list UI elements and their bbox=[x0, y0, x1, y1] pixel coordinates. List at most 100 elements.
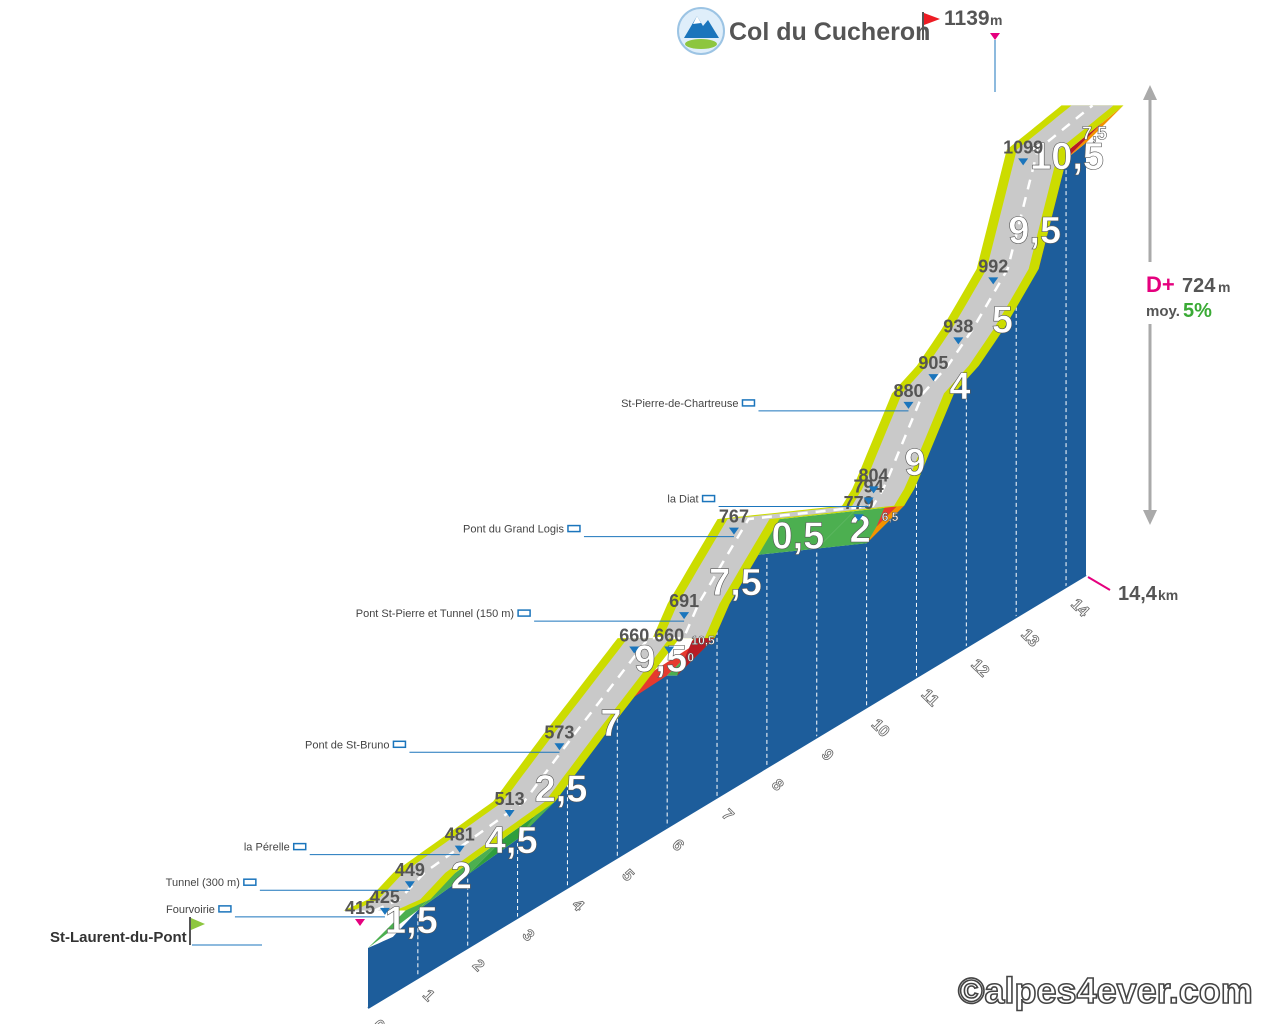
arrow-up-icon bbox=[1143, 85, 1157, 100]
church-icon bbox=[741, 399, 756, 407]
altitude-label: 573 bbox=[544, 722, 574, 742]
gradient-label: 4,5 bbox=[485, 820, 538, 862]
gradient-label: 7 bbox=[600, 703, 621, 745]
gradient-segment bbox=[1066, 105, 1124, 160]
altitude-marker-icon bbox=[728, 527, 739, 535]
gradient-label: 2 bbox=[850, 509, 871, 551]
avg-value: 5% bbox=[1183, 300, 1212, 322]
altitude-label: 481 bbox=[445, 825, 475, 845]
gradient-label: 9,5 bbox=[1008, 210, 1061, 252]
km-tick-label: 13 bbox=[1017, 626, 1042, 651]
altitude-label: 905 bbox=[918, 353, 948, 373]
mountain-logo-icon bbox=[677, 7, 725, 55]
place-label: Tunnel (300 m) bbox=[166, 877, 240, 889]
km-tick-label: 14 bbox=[1067, 596, 1092, 621]
arrow-down-icon bbox=[1143, 510, 1157, 525]
finish-flag-icon bbox=[922, 12, 940, 40]
altitude-marker-icon bbox=[404, 881, 415, 889]
km-tick-label: 7 bbox=[718, 806, 736, 824]
place-label: St-Pierre-de-Chartreuse bbox=[621, 398, 738, 410]
altitude-label: 425 bbox=[370, 887, 400, 907]
altitude-label: 691 bbox=[669, 591, 699, 611]
altitude-label: 1099 bbox=[1003, 137, 1043, 157]
altitude-label: 660 bbox=[619, 626, 649, 646]
gradient-labels: 1,524,52,579,5 010,57,50,5 2 6,59459,510,57… bbox=[385, 123, 1108, 942]
gradient-label: 7,5 bbox=[1082, 123, 1107, 143]
place-label: Pont de St-Bruno bbox=[305, 739, 389, 751]
summary-background bbox=[1140, 262, 1235, 324]
altitude-marker-icon bbox=[903, 401, 914, 409]
altitude-marker-icon bbox=[853, 514, 864, 522]
km-axis-line bbox=[367, 574, 1087, 1009]
gradient-label: 7,5 bbox=[709, 562, 762, 604]
distance-marker-line bbox=[1087, 576, 1111, 591]
km-tick-label: 6 bbox=[668, 836, 686, 854]
summit-name: Col du Cucheron bbox=[729, 18, 930, 46]
gradient-label: 5 bbox=[992, 299, 1013, 341]
km-tick-label: 2 bbox=[469, 957, 487, 975]
summit-altitude-unit: m bbox=[990, 12, 1002, 28]
altitude-label: 992 bbox=[978, 256, 1008, 276]
gain-value: 724 bbox=[1182, 275, 1216, 297]
profile-wall bbox=[368, 142, 1086, 1008]
altitude-marker-icon bbox=[863, 497, 874, 505]
tunnel-icon bbox=[243, 878, 257, 886]
gradient-label: 2,5 bbox=[535, 769, 588, 811]
place-label: Pont du Grand Logis bbox=[463, 524, 564, 536]
wall-area bbox=[368, 142, 1086, 1008]
altitude-marker-icon bbox=[379, 907, 390, 915]
altitude-label: 767 bbox=[719, 507, 749, 527]
km-tick-label: 3 bbox=[519, 927, 537, 945]
gradient-label: 4 bbox=[949, 366, 970, 408]
gradient-label: 9,5 bbox=[634, 639, 687, 681]
altitude-label: 449 bbox=[395, 860, 425, 880]
km-tick-label: 5 bbox=[618, 867, 636, 885]
km-tick-label: 9 bbox=[818, 746, 836, 764]
gradient-label: 2 bbox=[451, 855, 472, 897]
start-name: St-Laurent-du-Pont bbox=[50, 929, 187, 946]
village-icon bbox=[218, 905, 232, 913]
altitude-marker-icon bbox=[504, 810, 515, 818]
place-label: la Diat bbox=[667, 494, 698, 506]
village-icon bbox=[701, 494, 716, 503]
altitude-label: 794 bbox=[854, 477, 884, 497]
road-ribbon bbox=[343, 104, 1124, 912]
km-tick-label: 10 bbox=[868, 716, 893, 741]
start-flag-icon bbox=[189, 917, 205, 945]
village-icon bbox=[292, 842, 307, 851]
km-dashed-lines bbox=[417, 163, 1067, 978]
km-tick-label: 12 bbox=[967, 656, 992, 681]
gradient-segment bbox=[741, 511, 855, 557]
distance-summary: 14,4 km bbox=[1087, 576, 1178, 605]
altitude-label: 415 bbox=[345, 898, 375, 918]
gradient-segment bbox=[417, 837, 506, 911]
gradient-label: 10,5 bbox=[1030, 136, 1104, 178]
km-tick-label: 1 bbox=[419, 987, 437, 1005]
altitude-label: 938 bbox=[943, 316, 973, 336]
altitude-label: 513 bbox=[495, 789, 525, 809]
gain-label: D+ bbox=[1146, 272, 1175, 297]
road-asphalt bbox=[353, 105, 1114, 911]
gradient-label: 0,5 bbox=[771, 516, 824, 558]
gradient-label: 9 bbox=[904, 442, 925, 484]
gradient-label: 10,5 bbox=[691, 633, 715, 647]
altitude-marker-icon bbox=[1018, 158, 1029, 166]
place-label: Fourvoirie bbox=[166, 904, 215, 916]
gradient-label: 1,5 bbox=[385, 900, 438, 942]
altitude-marker-icon bbox=[664, 646, 675, 654]
altitude-marker-icon bbox=[679, 612, 690, 620]
gradient-label: 6,5 bbox=[882, 510, 899, 524]
altitude-marker-icon bbox=[988, 277, 999, 285]
avg-label: moy. bbox=[1146, 303, 1180, 320]
road-centre-line bbox=[373, 104, 1094, 912]
place-label: la Pérelle bbox=[244, 842, 290, 854]
distance-unit: km bbox=[1158, 587, 1178, 603]
bridge-icon bbox=[567, 524, 581, 533]
altitude-label: 880 bbox=[893, 381, 923, 401]
bridge-tunnel-icon bbox=[517, 609, 531, 617]
km-tick-label: 11 bbox=[918, 686, 942, 710]
altitude-marker-icon bbox=[868, 486, 879, 494]
km-tick-label: 8 bbox=[768, 776, 786, 794]
